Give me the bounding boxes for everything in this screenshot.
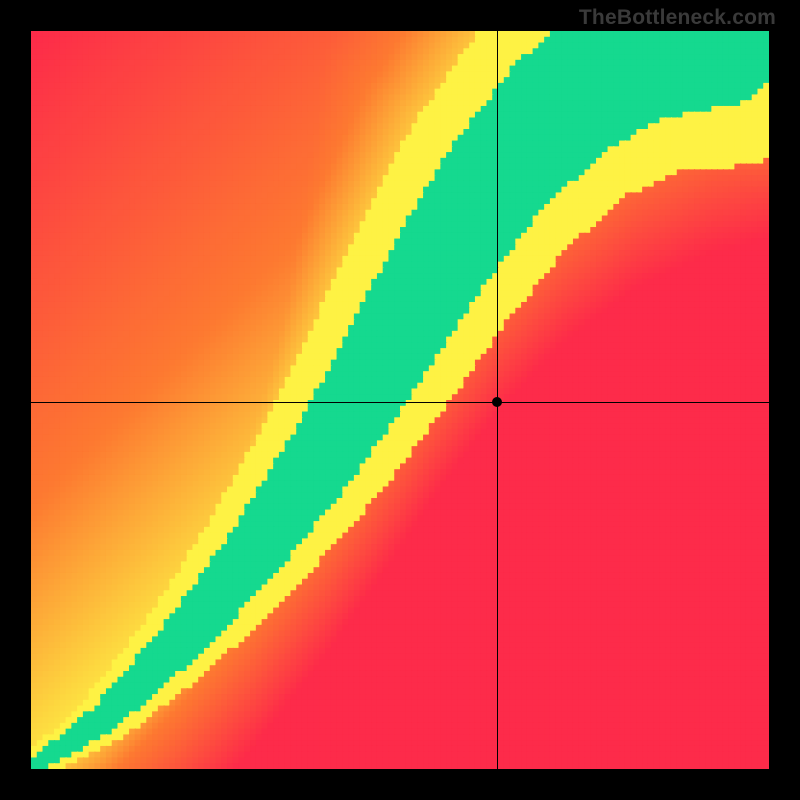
crosshair-horizontal (31, 402, 769, 403)
watermark-text: TheBottleneck.com (579, 6, 776, 30)
heatmap-canvas (31, 31, 769, 769)
crosshair-marker (492, 397, 502, 407)
plot-area (31, 31, 769, 769)
chart-frame: TheBottleneck.com (0, 0, 800, 800)
